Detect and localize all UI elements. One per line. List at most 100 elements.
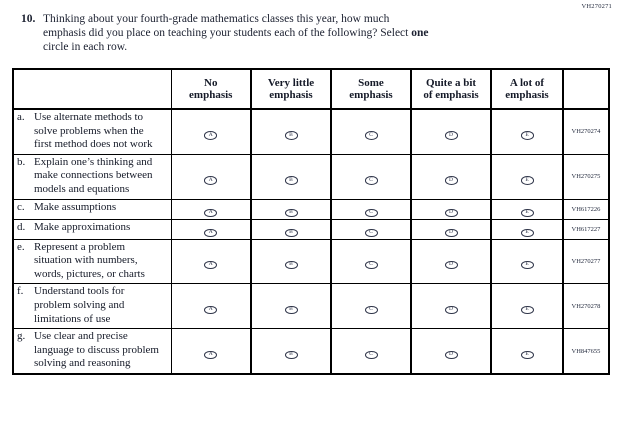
response-oval[interactable]: D: [444, 260, 458, 270]
option-cell: B: [250, 238, 332, 285]
option-cell: E: [490, 283, 564, 330]
response-oval[interactable]: D: [444, 228, 458, 238]
row-stem: a. Use alternate methods to solve problem…: [12, 108, 172, 155]
option-cell: B: [250, 283, 332, 330]
response-oval[interactable]: D: [444, 176, 458, 185]
response-oval[interactable]: A: [204, 176, 218, 185]
response-oval[interactable]: C: [364, 260, 378, 270]
response-oval[interactable]: A: [204, 228, 218, 238]
row-code: VH617227: [562, 218, 610, 240]
row-stem-text: Represent a problem situation with numbe…: [34, 240, 145, 280]
emphasis-matrix-table: No emphasis Very little emphasis Some em…: [12, 68, 610, 375]
option-cell: D: [410, 328, 492, 375]
option-cell: E: [490, 218, 564, 240]
option-cell: D: [410, 283, 492, 330]
response-oval[interactable]: E: [520, 305, 534, 315]
table-row: f. Understand tools for problem solving a…: [12, 283, 610, 330]
response-oval[interactable]: C: [364, 305, 378, 315]
response-oval[interactable]: E: [520, 260, 534, 270]
header-label: of emphasis: [423, 89, 479, 101]
option-cell: A: [170, 153, 252, 200]
response-oval[interactable]: B: [284, 176, 298, 185]
row-stem-text: Explain one’s thinking and make connecti…: [34, 155, 153, 195]
question-block: 10. Thinking about your fourth-grade mat…: [21, 12, 543, 54]
response-oval[interactable]: E: [520, 131, 534, 140]
question-bold-word: one: [411, 27, 429, 39]
response-oval[interactable]: E: [520, 176, 534, 185]
row-code: VH270274: [562, 108, 610, 155]
row-stem-text: Use alternate methods to solve problems …: [34, 111, 153, 151]
column-header-a-lot-of-emphasis: A lot of emphasis: [490, 68, 564, 110]
response-oval[interactable]: C: [364, 208, 378, 218]
option-cell: E: [490, 153, 564, 200]
response-oval[interactable]: B: [284, 350, 298, 360]
response-oval[interactable]: E: [520, 228, 534, 238]
response-oval[interactable]: D: [444, 131, 458, 140]
row-letter: f.: [17, 285, 24, 298]
response-oval[interactable]: B: [284, 305, 298, 315]
option-cell: A: [170, 198, 252, 220]
response-oval[interactable]: B: [284, 260, 298, 270]
option-cell: B: [250, 328, 332, 375]
option-cell: D: [410, 108, 492, 155]
row-stem: c. Make assumptions: [12, 198, 172, 220]
response-oval[interactable]: D: [444, 350, 458, 360]
option-cell: B: [250, 218, 332, 240]
row-stem: d. Make approximations: [12, 218, 172, 240]
header-label: Some: [358, 76, 384, 89]
response-oval[interactable]: A: [204, 208, 218, 218]
response-oval[interactable]: B: [284, 208, 298, 218]
option-cell: B: [250, 108, 332, 155]
option-cell: C: [330, 238, 412, 285]
option-cell: C: [330, 153, 412, 200]
column-header-quite-a-bit-of-emphasis: Quite a bit of emphasis: [410, 68, 492, 110]
response-oval[interactable]: C: [364, 228, 378, 238]
option-cell: B: [250, 153, 332, 200]
question-line-2: emphasis did you place on teaching your …: [43, 27, 409, 39]
response-oval[interactable]: C: [364, 176, 378, 185]
response-oval[interactable]: A: [204, 131, 218, 140]
row-letter: b.: [17, 155, 26, 168]
corner-cell: [12, 68, 172, 110]
row-letter: a.: [17, 111, 25, 123]
response-oval[interactable]: B: [284, 131, 298, 140]
table-row: b. Explain one’s thinking and make connec…: [12, 153, 610, 200]
option-cell: D: [410, 153, 492, 200]
response-oval[interactable]: B: [284, 228, 298, 238]
response-oval[interactable]: C: [364, 350, 378, 360]
response-oval[interactable]: C: [364, 131, 378, 140]
response-oval[interactable]: D: [444, 208, 458, 218]
column-header-very-little-emphasis: Very little emphasis: [250, 68, 332, 110]
row-stem: e. Represent a problem situation with num…: [12, 238, 172, 285]
table-row: a. Use alternate methods to solve problem…: [12, 108, 610, 155]
row-stem: b. Explain one’s thinking and make connec…: [12, 153, 172, 200]
response-oval[interactable]: A: [204, 305, 218, 315]
column-header-some-emphasis: Some emphasis: [330, 68, 412, 110]
table-row: d. Make approximations A B C D E VH617227: [12, 218, 610, 240]
header-label: emphasis: [269, 89, 313, 101]
option-cell: C: [330, 108, 412, 155]
form-code: VH270271: [581, 3, 612, 10]
response-oval[interactable]: E: [520, 350, 534, 360]
row-stem-text: Use clear and precise language to discus…: [34, 330, 159, 370]
response-oval[interactable]: D: [444, 305, 458, 315]
table-row: c. Make assumptions A B C D E VH617226: [12, 198, 610, 220]
option-cell: C: [330, 198, 412, 220]
row-code: VH270278: [562, 283, 610, 330]
option-cell: A: [170, 328, 252, 375]
header-label: No: [204, 76, 218, 89]
response-oval[interactable]: A: [204, 350, 218, 360]
option-cell: A: [170, 108, 252, 155]
row-code: VH847655: [562, 328, 610, 375]
response-oval[interactable]: E: [520, 208, 534, 218]
code-column-header: [562, 68, 610, 110]
row-code: VH617226: [562, 198, 610, 220]
option-cell: D: [410, 238, 492, 285]
response-oval[interactable]: A: [204, 260, 218, 270]
column-header-no-emphasis: No emphasis: [170, 68, 252, 110]
header-label: Very little: [267, 76, 315, 89]
row-stem: f. Understand tools for problem solving a…: [12, 283, 172, 330]
option-cell: D: [410, 198, 492, 220]
header-label: A lot of: [509, 76, 545, 89]
